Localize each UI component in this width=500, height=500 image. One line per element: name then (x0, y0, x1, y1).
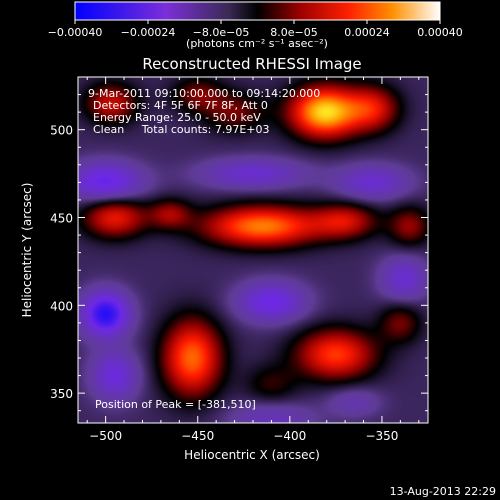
x-tick-label: −450 (181, 429, 214, 443)
heatmap-image (78, 77, 428, 423)
x-axis-label: Heliocentric X (arcsec) (184, 448, 320, 462)
annotation-time-range: 9-Mar-2011 09:10:00.000 to 09:14:20.000 (88, 87, 320, 100)
colorbar-tick-label: −0.00024 (121, 26, 176, 39)
x-tick-label: −500 (89, 429, 122, 443)
y-axis-label: Heliocentric Y (arcsec) (20, 183, 34, 318)
y-tick-label: 500 (50, 124, 73, 138)
colorbar-tick-label: 0.00024 (344, 26, 390, 39)
colorbar-tick-label: −8.0e−05 (193, 26, 250, 39)
x-tick-label: −400 (273, 429, 306, 443)
annotation-detectors: Detectors: 4F 5F 6F 7F 8F, Att 0 (93, 99, 268, 112)
colorbar (74, 1, 441, 21)
x-tick-label: −350 (365, 429, 398, 443)
colorbar-tick-label: −0.00040 (48, 26, 103, 39)
x-axis: −500 −450 −400 −350 (86, 77, 420, 443)
colorbar-tick-label: 0.00040 (417, 26, 463, 39)
y-axis: 350 400 450 500 (50, 76, 428, 412)
annotation-energy: Energy Range: 25.0 - 50.0 keV (93, 111, 261, 124)
footer-timestamp: 13-Aug-2013 22:29 (390, 485, 496, 498)
colorbar-unit-label: (photons cm⁻² s⁻¹ asec⁻²) (186, 37, 328, 50)
annotation-peak: Position of Peak = [-381,510] (95, 398, 256, 411)
y-tick-label: 400 (50, 299, 73, 313)
annotation-clean-counts: Clean Total counts: 7.97E+03 (93, 123, 270, 136)
y-tick-label: 350 (50, 387, 73, 401)
colorbar-ticks: −0.00040 −0.00024 −8.0e−05 8.0e−05 0.00024 0.… (48, 20, 463, 39)
chart-title: Reconstructed RHESSI Image (142, 55, 361, 73)
y-tick-label: 450 (50, 212, 73, 226)
colorbar-tick-label: 8.0e−05 (270, 26, 317, 39)
